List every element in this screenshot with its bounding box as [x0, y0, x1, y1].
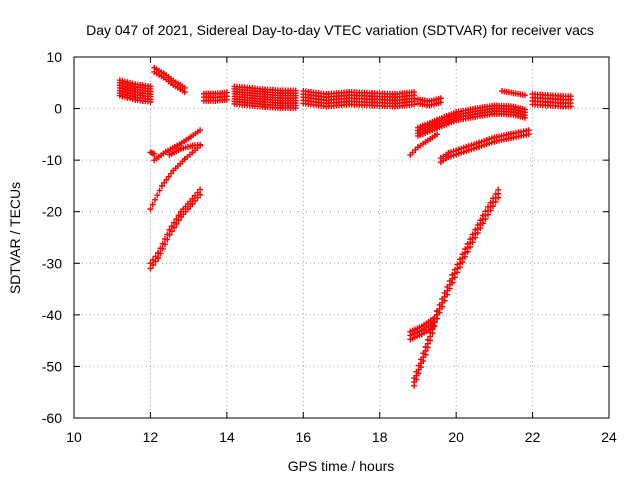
data-point	[197, 191, 204, 198]
series-arc-14	[147, 186, 204, 272]
axis-layer: 10 12 14 16 18 20 22 24 10 0 -10 -20 -30 -40 -50 -60	[42, 49, 617, 445]
data-point	[567, 93, 574, 100]
data-point	[437, 95, 444, 102]
y-tick-label: 0	[54, 101, 62, 117]
data-point	[168, 170, 175, 177]
data-point	[161, 241, 168, 248]
data-point	[168, 228, 175, 235]
series-arc-5	[300, 88, 418, 110]
data-point	[194, 194, 201, 201]
series-arc-2	[151, 64, 188, 96]
chart-title: Day 047 of 2021, Sidereal Day-to-day VTE…	[86, 22, 594, 38]
x-tick-label: 24	[601, 429, 617, 445]
data-point	[181, 84, 188, 91]
data-point	[411, 89, 418, 96]
data-point	[152, 196, 159, 203]
y-tick-label: -50	[42, 358, 62, 374]
data-point	[164, 236, 171, 243]
data-point	[158, 182, 165, 189]
y-axis-label: SDTVAR / TECUs	[7, 182, 23, 294]
data-point	[149, 201, 156, 208]
series-arc-13	[147, 142, 204, 213]
data-point	[147, 265, 154, 272]
x-axis-label: GPS time / hours	[288, 458, 395, 474]
data-point	[223, 89, 230, 96]
data-layer	[116, 64, 574, 389]
data-point	[161, 179, 168, 186]
y-tick-label: -30	[42, 255, 62, 271]
plot-frame	[73, 56, 610, 419]
series-arc-4	[231, 83, 299, 112]
data-point	[521, 106, 528, 113]
data-point	[175, 217, 182, 224]
data-point	[521, 92, 528, 99]
data-point	[157, 250, 164, 257]
data-point	[192, 197, 199, 204]
series-arc-12	[166, 141, 204, 158]
grid-layer	[74, 57, 609, 418]
data-point	[152, 258, 159, 265]
data-point	[292, 87, 299, 94]
data-point	[430, 315, 437, 322]
series-arc-1	[116, 77, 154, 105]
data-point	[434, 131, 441, 138]
data-point	[173, 221, 180, 228]
data-point	[151, 150, 158, 157]
data-point	[155, 255, 162, 262]
data-point	[147, 206, 154, 213]
x-tick-label: 22	[525, 429, 541, 445]
data-point	[149, 262, 156, 269]
x-tick-label: 10	[66, 429, 82, 445]
data-point	[197, 127, 204, 134]
y-tick-label: 10	[46, 49, 62, 65]
data-point	[156, 187, 163, 194]
series-arc-9	[529, 91, 574, 110]
series-arc-3	[200, 89, 230, 104]
x-tick-label: 20	[448, 429, 464, 445]
series-arc-15	[407, 131, 441, 158]
data-point	[495, 186, 502, 193]
data-point	[197, 186, 204, 193]
data-point	[165, 173, 172, 180]
x-tick-label: 14	[219, 429, 235, 445]
y-tick-label: -20	[42, 204, 62, 220]
series-arc-17	[411, 186, 502, 389]
x-tick-label: 12	[143, 429, 159, 445]
y-tick-label: -10	[42, 152, 62, 168]
y-tick-label: -40	[42, 307, 62, 323]
data-point	[159, 245, 166, 252]
data-point	[189, 200, 196, 207]
series-arc-7	[414, 102, 528, 139]
data-point	[147, 83, 154, 90]
y-tick-label: -60	[42, 410, 62, 426]
data-point	[163, 176, 170, 183]
series-arc-11	[151, 127, 204, 164]
data-point	[154, 192, 161, 199]
series-arc-10	[147, 149, 158, 157]
data-point	[525, 127, 532, 134]
series-arc-18	[407, 315, 437, 343]
series-arc-8	[499, 88, 528, 99]
data-point	[171, 224, 178, 231]
series-arc-6	[414, 95, 444, 109]
x-tick-label: 16	[295, 429, 311, 445]
data-point	[166, 231, 173, 238]
x-tick-label: 18	[372, 429, 388, 445]
data-point	[197, 142, 204, 149]
series-arc-16	[437, 127, 532, 166]
